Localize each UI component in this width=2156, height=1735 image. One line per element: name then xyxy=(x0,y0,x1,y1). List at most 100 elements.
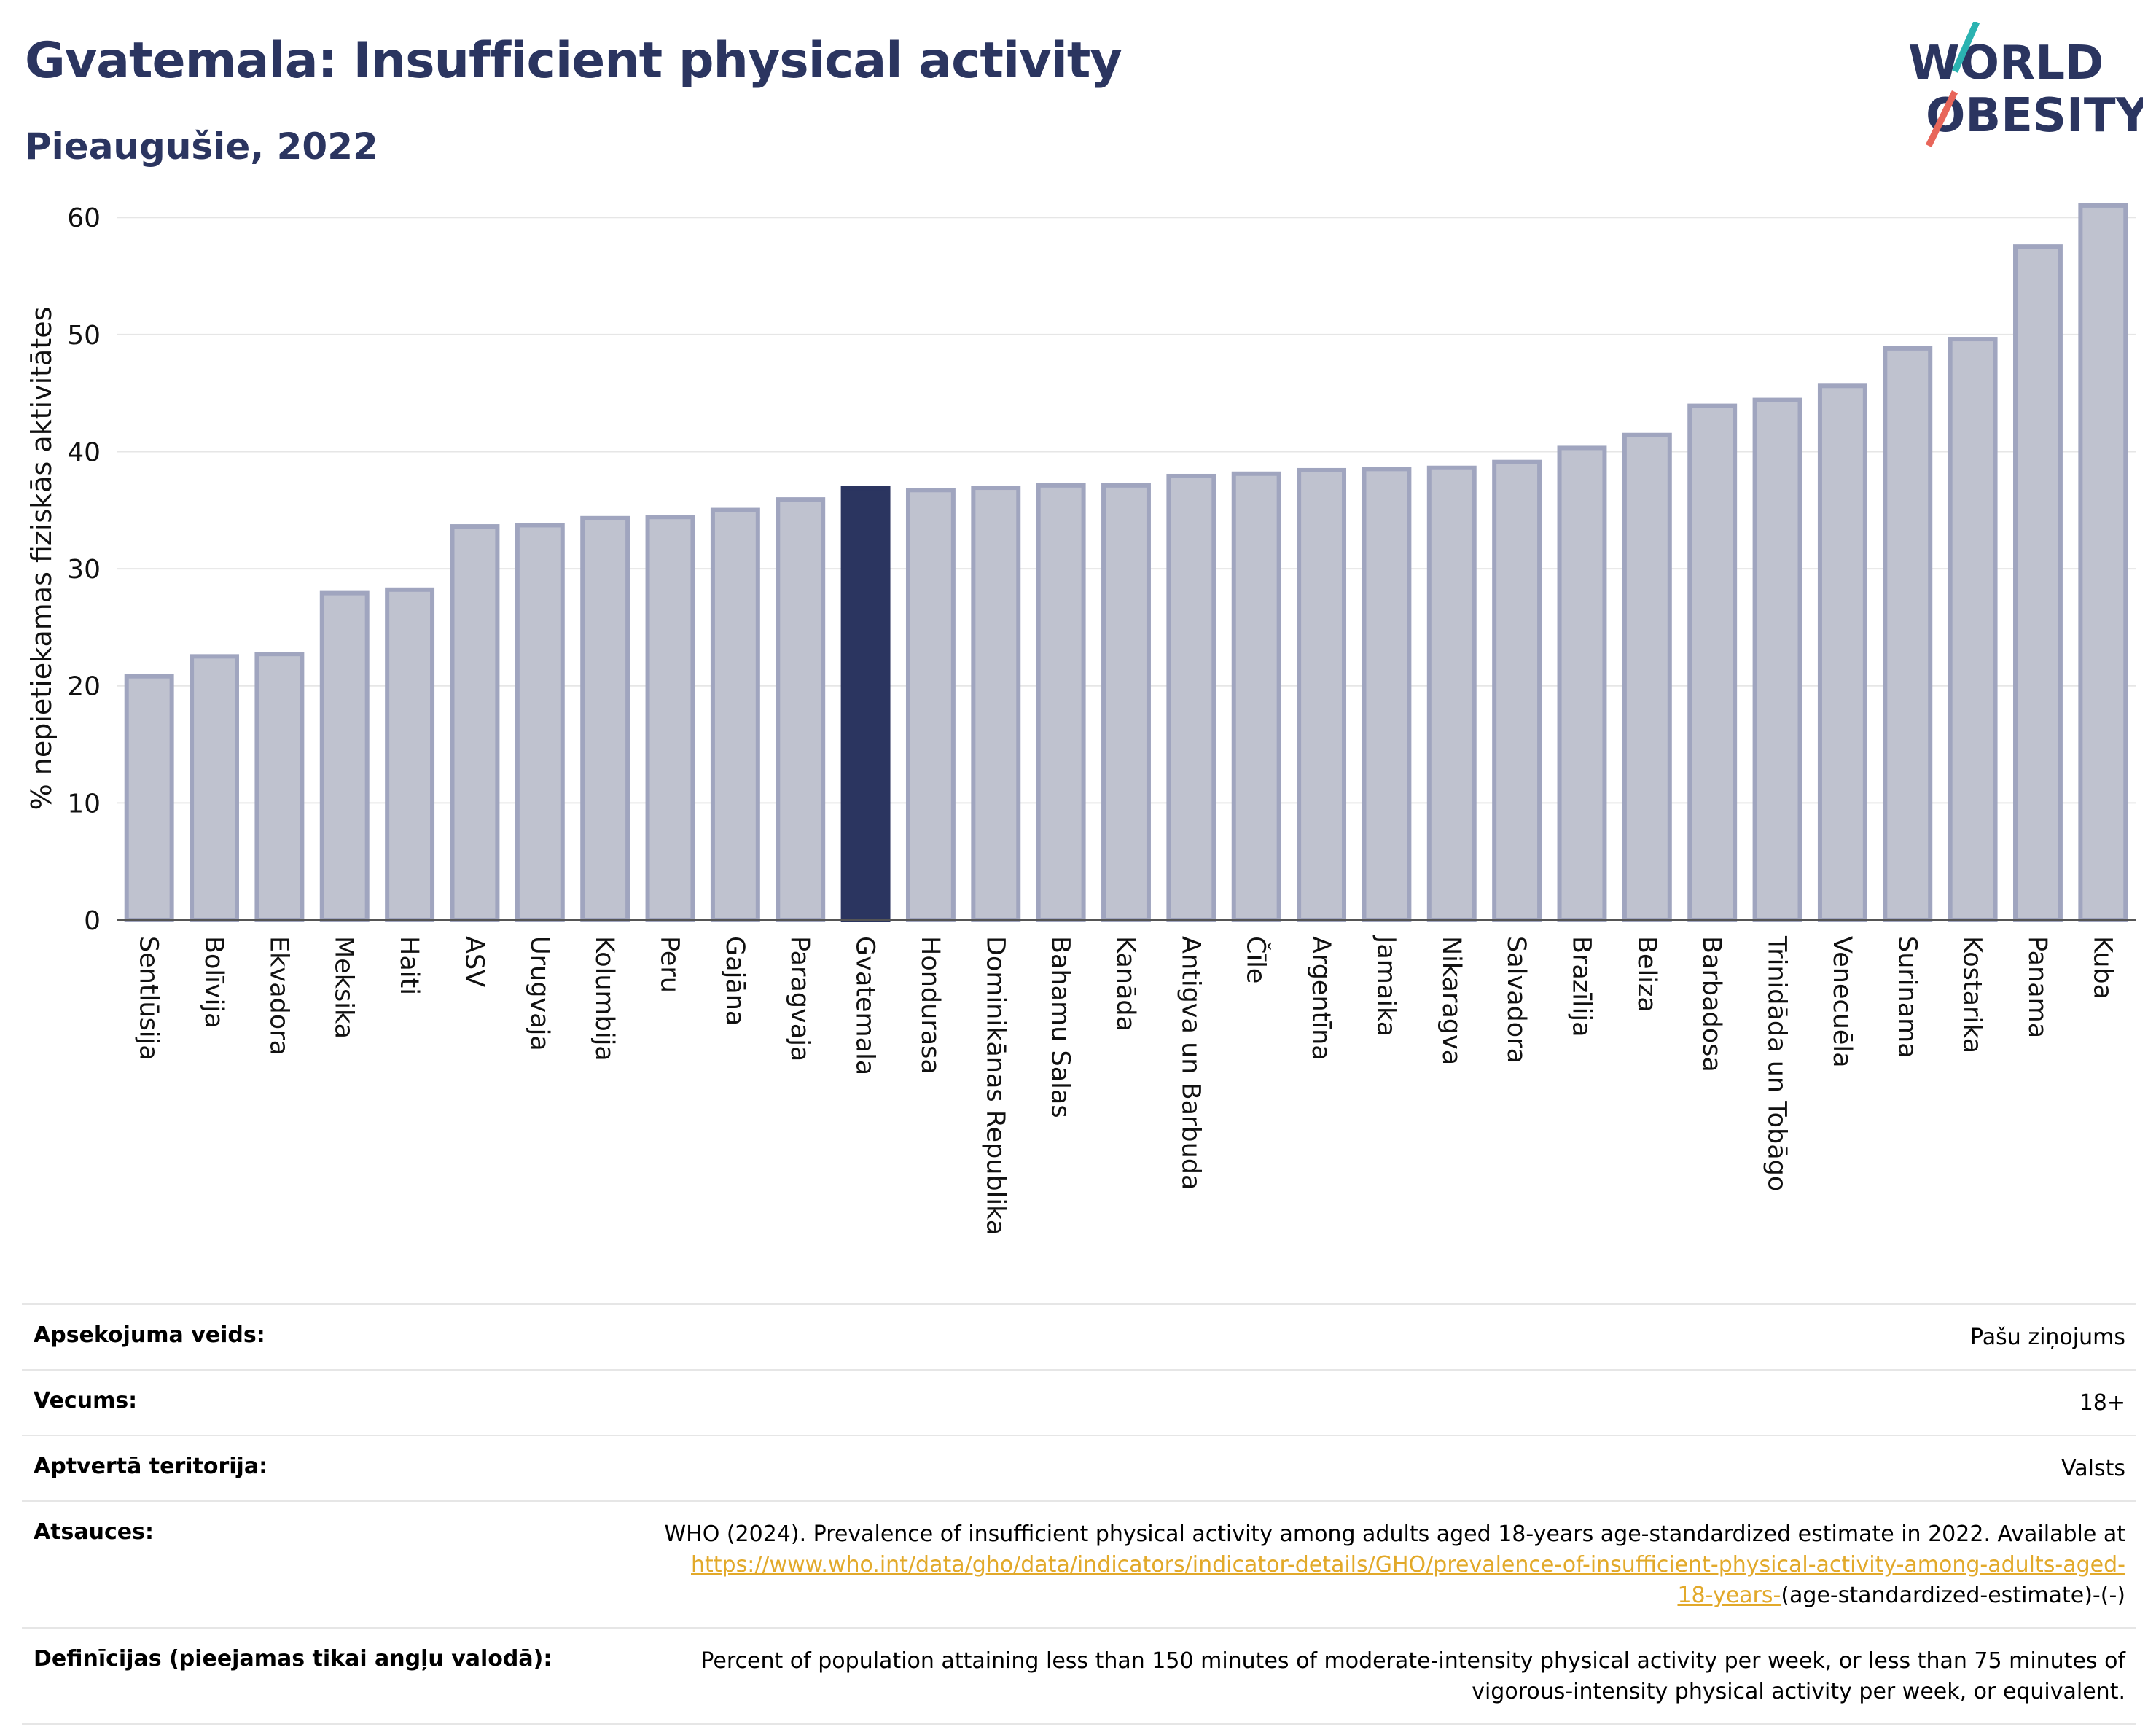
x-tick-label: Meksika xyxy=(329,936,359,1039)
x-tick-label: Paragvaja xyxy=(785,936,814,1061)
reference-link-continued[interactable]: 18-years- xyxy=(1677,1583,1781,1608)
x-tick-label: Antigva un Barbuda xyxy=(1176,936,1205,1190)
bar-chart: 0 10 20 30 40 50 60 % nepietiekamas fiziskās ak… xyxy=(26,203,2136,1235)
chart-title: Gvatemala: Insufficient physical activit… xyxy=(25,32,1122,90)
y-tick-label: 50 xyxy=(67,321,101,351)
info-row-references: Atsauces: WHO (2024). Prevalence of insu… xyxy=(22,1500,2136,1627)
survey-label: Apsekojuma veids: xyxy=(34,1322,265,1348)
info-row-definitions: Definīcijas (pieejamas tikai angļu valod… xyxy=(22,1627,2136,1725)
coverage-label: Aptvertā teritorija: xyxy=(34,1454,268,1479)
y-axis-label: % nepietiekamas fiziskās aktivitātes xyxy=(26,307,58,811)
bar xyxy=(515,523,565,922)
x-tick-label: Ekvadora xyxy=(264,936,293,1056)
x-tick-label: Jamaika xyxy=(1371,935,1400,1037)
x-tick-label: Urugvaja xyxy=(525,936,554,1051)
bar xyxy=(580,515,630,922)
x-tick-label: Panama xyxy=(2023,936,2052,1038)
x-tick-label: Nikaragva xyxy=(1437,936,1466,1065)
bar xyxy=(190,654,239,922)
references-label: Atsauces: xyxy=(34,1519,154,1545)
age-label: Vecums: xyxy=(34,1388,138,1414)
bar xyxy=(124,674,174,923)
definitions-value: Percent of population attaining less tha… xyxy=(700,1646,2125,1707)
bar xyxy=(1492,459,1542,922)
references-tail: (age-standardized-estimate)-(-) xyxy=(1781,1583,2125,1608)
x-tick-label: Bolīvija xyxy=(199,936,228,1028)
world-obesity-logo: WORLD OBESITY xyxy=(1908,22,2143,147)
bar xyxy=(2078,203,2128,922)
references-text: WHO (2024). Prevalence of insufficient p… xyxy=(664,1521,2125,1547)
y-tick-label: 30 xyxy=(67,555,101,585)
bar xyxy=(1948,337,1998,922)
info-row-age: Vecums: 18+ xyxy=(22,1369,2136,1435)
x-tick-label: Salvadora xyxy=(1501,936,1531,1064)
info-row-coverage: Aptvertā teritorija: Valsts xyxy=(22,1435,2136,1500)
bar xyxy=(1362,467,1412,922)
x-tick-label: Gajāna xyxy=(720,936,749,1026)
bar xyxy=(1817,383,1867,922)
bar xyxy=(1687,403,1738,922)
x-tick-label: Peru xyxy=(655,936,684,993)
info-table: Apsekojuma veids: Pašu ziņojums Vecums: … xyxy=(22,1303,2136,1725)
bar xyxy=(1297,467,1347,922)
bar xyxy=(2013,244,2063,922)
bar xyxy=(1166,473,1216,922)
bar xyxy=(1883,346,1933,922)
bar xyxy=(905,488,956,922)
x-tick-label: Hondurasa xyxy=(915,936,945,1075)
x-tick-label: Sentlūsija xyxy=(134,936,163,1061)
bar xyxy=(710,507,760,922)
bar xyxy=(319,590,370,922)
bar xyxy=(1557,445,1607,922)
highlighted-bar xyxy=(840,486,891,922)
x-tick-label: Kolumbija xyxy=(590,936,619,1061)
x-tick-label: Brazīlija xyxy=(1566,936,1595,1037)
reference-link[interactable]: https://www.who.int/data/gho/data/indica… xyxy=(691,1552,2125,1578)
x-tick-label: Kanāda xyxy=(1111,936,1140,1032)
bar xyxy=(645,515,695,922)
x-tick-label: Kostarika xyxy=(1958,936,1987,1053)
y-tick-label: 40 xyxy=(67,437,101,467)
bar xyxy=(450,524,500,922)
bar xyxy=(1036,483,1086,922)
bar xyxy=(1752,397,1802,922)
x-tick-label: Barbadosa xyxy=(1697,936,1726,1072)
definitions-line2: vigorous-intensity physical activity per… xyxy=(1472,1679,2125,1704)
bar xyxy=(1426,465,1477,922)
logo-line2: OBESITY xyxy=(1926,89,2143,143)
info-row-survey: Apsekojuma veids: Pašu ziņojums xyxy=(22,1303,2136,1369)
references-value: WHO (2024). Prevalence of insufficient p… xyxy=(664,1519,2125,1611)
bar xyxy=(1231,471,1281,922)
y-tick-label: 60 xyxy=(67,203,101,233)
x-tick-label: Argentīna xyxy=(1306,936,1335,1061)
coverage-value: Valsts xyxy=(2061,1456,2125,1481)
x-tick-label: Čīle xyxy=(1241,936,1272,983)
x-tick-label: Kuba xyxy=(2087,936,2117,999)
bar xyxy=(1101,483,1151,922)
logo-line1: WORLD xyxy=(1908,36,2104,90)
x-tick-label: Trinidāda un Tobāgo xyxy=(1762,935,1792,1191)
y-tick-label: 20 xyxy=(67,672,101,702)
x-tick-label: Dominikānas Republika xyxy=(980,936,1009,1235)
definitions-label: Definīcijas (pieejamas tikai angļu valod… xyxy=(34,1646,552,1672)
x-tick-label: Beliza xyxy=(1632,936,1661,1013)
bar xyxy=(385,587,435,922)
x-tick-label: Gvatemala xyxy=(851,936,880,1075)
x-tick-label: Haiti xyxy=(394,936,423,995)
bar xyxy=(776,497,826,922)
y-tick-label: 10 xyxy=(67,789,101,819)
x-tick-label: Surinama xyxy=(1892,936,1921,1058)
logo-slash-top xyxy=(1951,22,1980,73)
definitions-line1: Percent of population attaining less tha… xyxy=(700,1648,2125,1674)
bar xyxy=(1622,432,1672,922)
x-tick-label: ASV xyxy=(459,936,488,987)
survey-value: Pašu ziņojums xyxy=(1970,1325,2125,1350)
age-value: 18+ xyxy=(2079,1390,2125,1416)
chart-subtitle: Pieaugušie, 2022 xyxy=(25,125,378,168)
bar xyxy=(971,486,1021,922)
x-tick-label: Bahamu Salas xyxy=(1046,936,1075,1118)
x-tick-label: Venecuēla xyxy=(1827,936,1856,1068)
y-tick-label: 0 xyxy=(84,906,101,936)
logo-slash-bottom xyxy=(1925,90,1958,147)
bar xyxy=(254,652,305,923)
